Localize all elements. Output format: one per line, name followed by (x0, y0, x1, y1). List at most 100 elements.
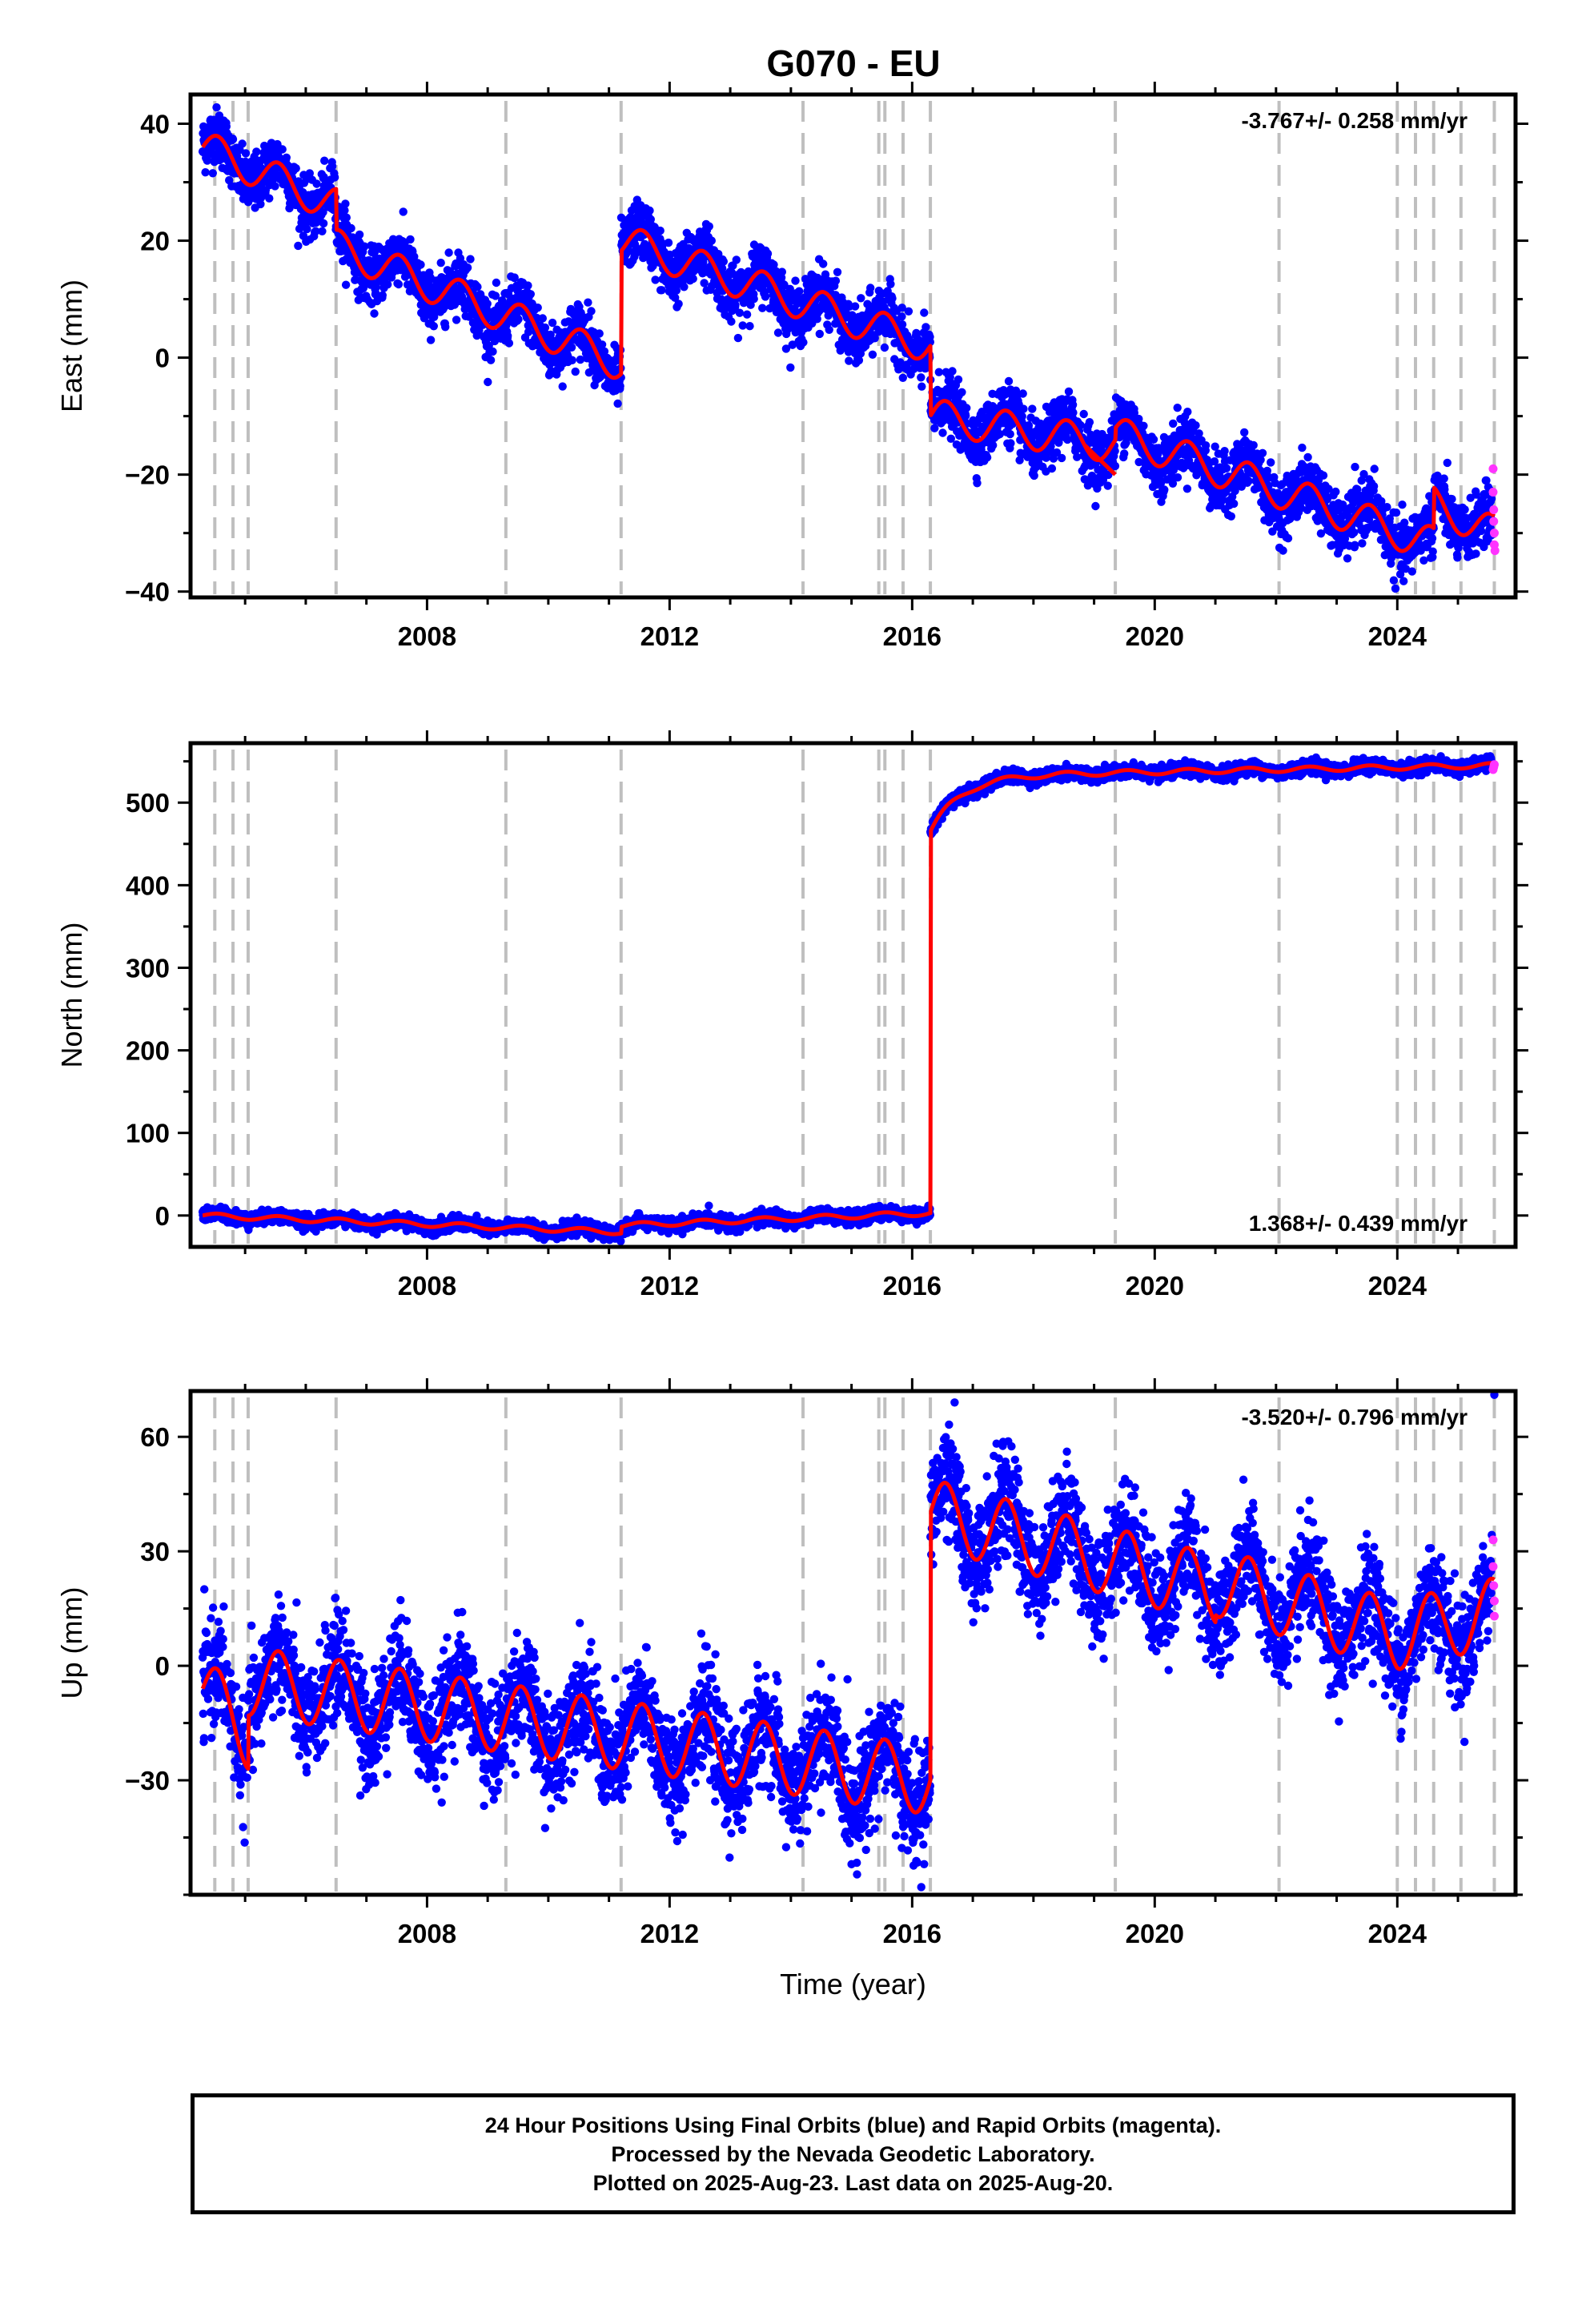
data-point (212, 103, 221, 112)
data-point (548, 318, 557, 328)
data-point (370, 309, 379, 318)
data-point (1160, 485, 1169, 494)
data-point (1018, 389, 1027, 398)
data-point (1169, 419, 1178, 428)
data-point (526, 290, 535, 299)
y-axis-label: East (mm) (55, 279, 88, 412)
data-point (1064, 387, 1074, 396)
data-point (733, 333, 743, 343)
data-point (1351, 541, 1359, 549)
data-point (1004, 376, 1014, 386)
data-point (1220, 447, 1229, 456)
data-point (1091, 501, 1100, 511)
data-point (1047, 464, 1057, 473)
x-tick-label: 2008 (398, 621, 456, 651)
data-point (780, 280, 789, 289)
data-point (568, 356, 576, 364)
data-point (671, 293, 680, 302)
data-point (958, 388, 966, 396)
rapid-orbit-point (1488, 488, 1498, 497)
data-point (689, 274, 697, 283)
data-point (613, 399, 622, 408)
data-point (745, 322, 754, 331)
data-point (769, 260, 778, 269)
data-point (646, 215, 655, 224)
data-point (510, 273, 519, 282)
x-tick-label: 2012 (640, 621, 699, 651)
data-point (394, 279, 404, 289)
data-point (738, 321, 747, 330)
y-tick-label: 40 (140, 110, 170, 139)
data-point (1391, 509, 1401, 517)
y-tick-label: −20 (125, 460, 170, 490)
event-lines (213, 750, 1496, 1244)
data-point (444, 248, 453, 257)
final-orbit-points (198, 752, 1496, 1246)
data-point (265, 194, 274, 203)
data-point (917, 382, 926, 391)
data-point (546, 330, 555, 340)
data-point (735, 308, 745, 317)
data-point (845, 356, 853, 365)
data-point (973, 479, 982, 488)
data-point (1407, 567, 1417, 576)
data-point (1443, 458, 1452, 468)
data-point (504, 332, 512, 340)
data-point (483, 300, 492, 308)
data-point (291, 164, 300, 173)
data-point (416, 260, 425, 269)
data-point (664, 238, 673, 247)
data-point (815, 329, 824, 339)
data-point (781, 344, 791, 353)
data-point (1057, 453, 1066, 463)
data-point (303, 224, 311, 234)
data-point (818, 259, 828, 268)
rapid-orbit-point (1489, 517, 1499, 526)
data-point (330, 173, 339, 182)
data-point (406, 235, 415, 244)
data-point (742, 310, 752, 319)
data-point (1230, 499, 1239, 509)
data-point (1319, 471, 1328, 480)
velocity-rate-label: -3.767+/- 0.258 mm/yr (1241, 108, 1468, 133)
data-point (1267, 458, 1275, 467)
data-point (1227, 512, 1236, 521)
data-point (1447, 495, 1456, 504)
data-point (1028, 404, 1037, 413)
final-orbit-points (198, 103, 1496, 593)
data-point (1298, 443, 1307, 452)
data-point (645, 206, 654, 215)
data-point (1389, 576, 1399, 585)
data-point (252, 147, 261, 156)
data-point (1279, 546, 1287, 555)
data-point (320, 156, 329, 165)
data-point (540, 323, 550, 332)
data-point (436, 259, 445, 267)
data-point (228, 135, 238, 144)
data-point (327, 162, 337, 171)
data-point (441, 323, 450, 332)
data-point (962, 411, 970, 420)
north-panel: 2008 2012 2016 2020 20240100200300400500Nort… (55, 730, 1528, 1301)
data-point (341, 280, 351, 289)
data-point (222, 122, 231, 131)
data-point (825, 325, 833, 334)
data-point (898, 373, 908, 382)
data-point (727, 317, 736, 326)
data-point (360, 242, 369, 251)
data-point (763, 249, 773, 258)
data-point (920, 308, 929, 317)
data-point (866, 283, 875, 292)
data-point (948, 367, 957, 376)
data-point (1249, 440, 1258, 450)
data-point (341, 199, 350, 208)
data-point (1391, 584, 1400, 593)
data-point (426, 336, 436, 344)
data-point (452, 316, 461, 324)
data-point (1240, 428, 1249, 437)
data-point (680, 283, 689, 292)
data-point (1068, 400, 1078, 409)
data-point (1427, 534, 1437, 543)
